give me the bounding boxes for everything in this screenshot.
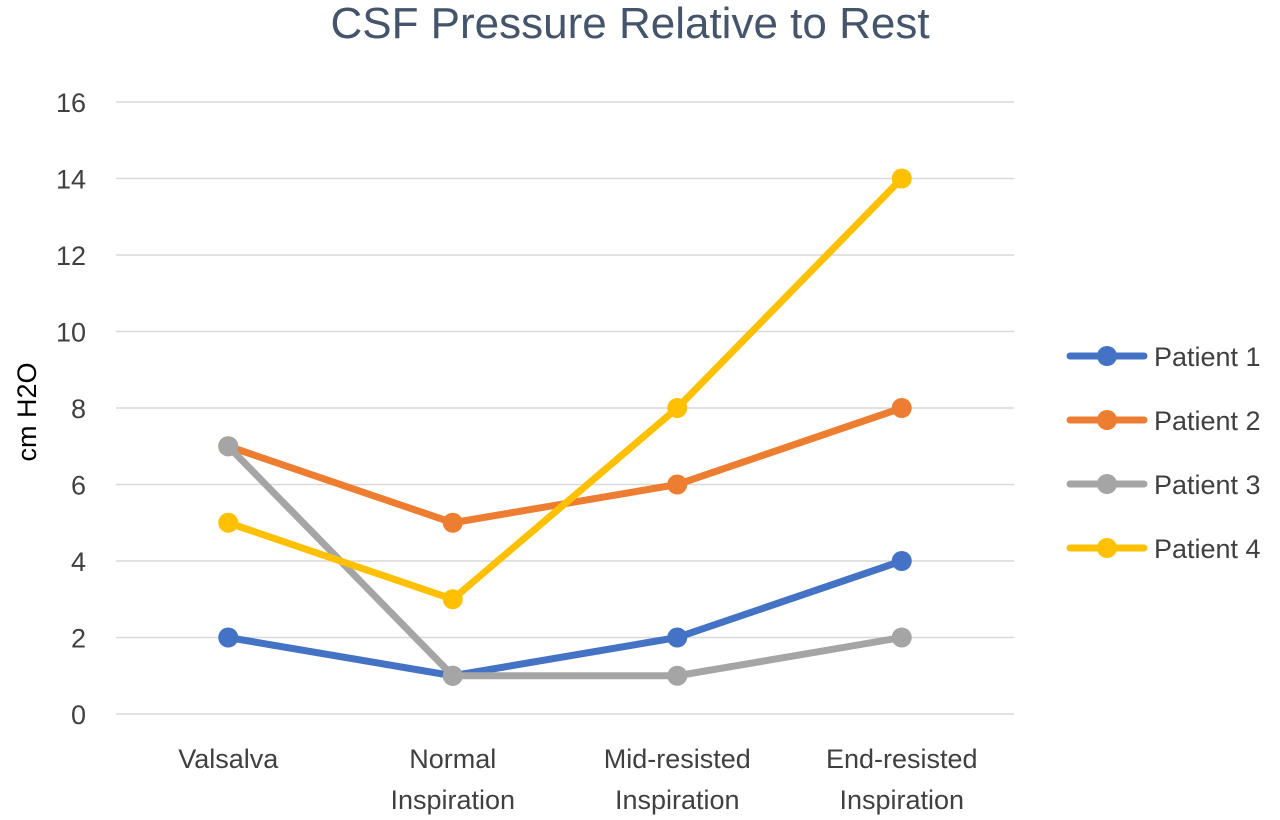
data-point	[218, 436, 239, 457]
y-tick-label: 2	[71, 624, 86, 654]
legend-swatch-marker	[1097, 474, 1117, 494]
legend-item: Patient 4	[1066, 534, 1261, 564]
data-point	[442, 589, 463, 610]
x-tick-label-line: Inspiration	[839, 785, 964, 815]
y-tick-label: 4	[71, 547, 86, 577]
data-point	[891, 627, 912, 648]
y-axis-title: cm H2O	[12, 362, 42, 461]
legend-swatch-marker	[1097, 346, 1117, 366]
series-layer	[218, 168, 912, 686]
y-tick-label: 16	[56, 88, 86, 118]
legend-item: Patient 2	[1066, 406, 1261, 436]
x-tick-label: End-resisted Inspiration	[826, 744, 978, 815]
x-tick-label-line: Inspiration	[615, 785, 740, 815]
data-point	[667, 627, 688, 648]
legend-item: Patient 3	[1066, 470, 1261, 500]
data-point	[891, 168, 912, 189]
chart-title: CSF Pressure Relative to Rest	[330, 0, 929, 48]
x-tick-label: Normal Inspiration	[390, 744, 515, 815]
legend-label: Patient 2	[1154, 406, 1261, 436]
data-point	[891, 551, 912, 571]
data-point	[667, 398, 688, 418]
legend-item: Patient 1	[1066, 342, 1261, 372]
legend: Patient 1 Patient 2 Patient 3 Patient 4	[1066, 342, 1261, 564]
y-tick-label: 14	[56, 165, 86, 195]
data-point	[218, 512, 239, 533]
x-tick-label-line: End-resisted	[826, 744, 978, 774]
data-point	[667, 665, 688, 686]
data-point	[891, 398, 912, 418]
series-line	[224, 557, 906, 680]
data-point	[442, 512, 463, 533]
series-line	[224, 175, 906, 603]
x-tick-label-line: Valsalva	[178, 744, 279, 774]
series-2	[218, 398, 912, 533]
legend-label: Patient 4	[1154, 534, 1261, 564]
series-1	[218, 551, 912, 686]
legend-swatch-marker	[1097, 410, 1117, 430]
legend-swatch-marker	[1097, 538, 1117, 558]
x-tick-label-line: Mid-resisted	[604, 744, 751, 774]
legend-label: Patient 3	[1154, 470, 1261, 500]
x-tick-label: Mid-resisted Inspiration	[604, 744, 751, 815]
legend-label: Patient 1	[1154, 342, 1261, 372]
x-tick-label-line: Inspiration	[390, 785, 515, 815]
x-tick-label: Valsalva	[178, 744, 279, 774]
y-tick-label: 8	[71, 394, 86, 424]
data-point	[218, 627, 239, 648]
data-point	[667, 474, 688, 495]
data-point	[442, 665, 463, 686]
y-tick-label: 6	[71, 471, 86, 501]
series-4	[218, 168, 912, 610]
y-tick-label: 0	[71, 700, 86, 730]
y-tick-label: 10	[56, 318, 86, 348]
y-tick-label: 12	[56, 241, 86, 271]
gridlines	[116, 101, 1014, 715]
x-axis-ticks: Valsalva Normal Inspiration Mid-resisted Ins…	[178, 744, 977, 815]
y-axis-ticks: 0 2 4 6 8 10 12 14 16	[56, 88, 86, 730]
x-tick-label-line: Normal	[409, 744, 496, 774]
